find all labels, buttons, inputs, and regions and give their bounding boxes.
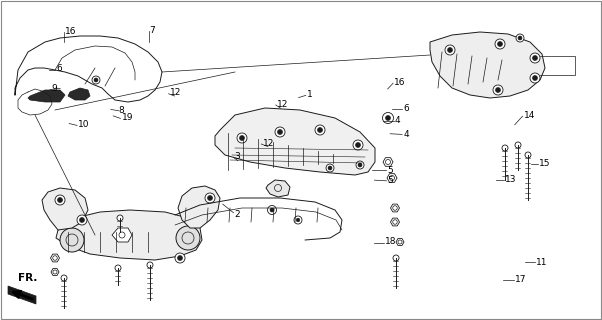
Circle shape: [92, 76, 100, 84]
Circle shape: [385, 116, 391, 121]
Polygon shape: [51, 254, 60, 262]
Text: 18: 18: [385, 237, 397, 246]
Circle shape: [275, 127, 285, 137]
Circle shape: [393, 255, 399, 261]
Circle shape: [353, 140, 363, 150]
Text: 12: 12: [262, 139, 274, 148]
Text: 9: 9: [51, 84, 57, 93]
Circle shape: [356, 142, 361, 148]
Circle shape: [317, 127, 323, 132]
Text: 17: 17: [515, 276, 526, 284]
Text: 2: 2: [235, 210, 240, 219]
Polygon shape: [396, 238, 404, 245]
Text: 8: 8: [119, 106, 125, 115]
Text: 4: 4: [403, 130, 409, 139]
Circle shape: [60, 228, 84, 252]
Circle shape: [278, 130, 282, 134]
Circle shape: [117, 215, 123, 221]
Circle shape: [515, 142, 521, 148]
Circle shape: [315, 125, 325, 135]
Text: FR.: FR.: [18, 273, 38, 283]
Circle shape: [208, 196, 213, 201]
Circle shape: [525, 152, 531, 158]
Text: 14: 14: [524, 111, 535, 120]
Circle shape: [516, 34, 524, 42]
Circle shape: [294, 216, 302, 224]
Polygon shape: [387, 174, 397, 182]
Text: 13: 13: [505, 175, 517, 184]
Polygon shape: [391, 218, 400, 226]
Text: 3: 3: [235, 152, 241, 161]
Polygon shape: [51, 268, 59, 276]
Circle shape: [147, 262, 153, 268]
Circle shape: [175, 253, 185, 263]
Circle shape: [518, 36, 522, 40]
Circle shape: [358, 163, 362, 167]
Circle shape: [328, 166, 332, 170]
Circle shape: [115, 265, 121, 271]
Circle shape: [533, 76, 538, 81]
Circle shape: [447, 47, 453, 52]
Circle shape: [240, 135, 244, 140]
Circle shape: [205, 193, 215, 203]
Circle shape: [79, 218, 84, 222]
Polygon shape: [430, 32, 545, 98]
Polygon shape: [112, 228, 132, 242]
Circle shape: [55, 195, 65, 205]
Circle shape: [58, 197, 63, 203]
Text: 16: 16: [394, 78, 406, 87]
Circle shape: [176, 226, 200, 250]
Polygon shape: [42, 188, 88, 230]
Circle shape: [497, 42, 503, 46]
Polygon shape: [178, 186, 220, 228]
Circle shape: [326, 164, 334, 172]
Circle shape: [533, 55, 538, 60]
Text: 7: 7: [149, 26, 155, 35]
Polygon shape: [383, 158, 393, 166]
Circle shape: [493, 85, 503, 95]
Text: 4: 4: [395, 116, 400, 125]
Circle shape: [356, 161, 364, 169]
Circle shape: [94, 78, 98, 82]
Circle shape: [495, 87, 500, 92]
Circle shape: [296, 218, 300, 222]
Text: 11: 11: [536, 258, 547, 267]
Text: 16: 16: [65, 27, 76, 36]
Text: 5: 5: [388, 166, 394, 175]
Polygon shape: [215, 108, 375, 175]
Circle shape: [445, 45, 455, 55]
Polygon shape: [266, 180, 290, 197]
Circle shape: [502, 145, 508, 151]
Text: 19: 19: [122, 113, 133, 122]
Polygon shape: [68, 88, 90, 100]
Circle shape: [77, 215, 87, 225]
Circle shape: [178, 255, 182, 260]
Circle shape: [495, 39, 505, 49]
Polygon shape: [56, 210, 202, 260]
Polygon shape: [8, 286, 36, 304]
Circle shape: [530, 73, 540, 83]
Text: 12: 12: [277, 100, 288, 108]
Circle shape: [270, 208, 274, 212]
Text: 6: 6: [403, 104, 409, 113]
Polygon shape: [28, 90, 65, 102]
Text: 5: 5: [388, 176, 394, 185]
Circle shape: [237, 133, 247, 143]
Text: 12: 12: [170, 88, 181, 97]
Text: 6: 6: [56, 64, 62, 73]
Circle shape: [382, 113, 394, 124]
Polygon shape: [391, 204, 400, 212]
Circle shape: [530, 53, 540, 63]
Text: 10: 10: [78, 120, 90, 129]
Circle shape: [61, 275, 67, 281]
Circle shape: [267, 205, 276, 214]
Text: 1: 1: [307, 90, 313, 99]
Text: 15: 15: [539, 159, 550, 168]
